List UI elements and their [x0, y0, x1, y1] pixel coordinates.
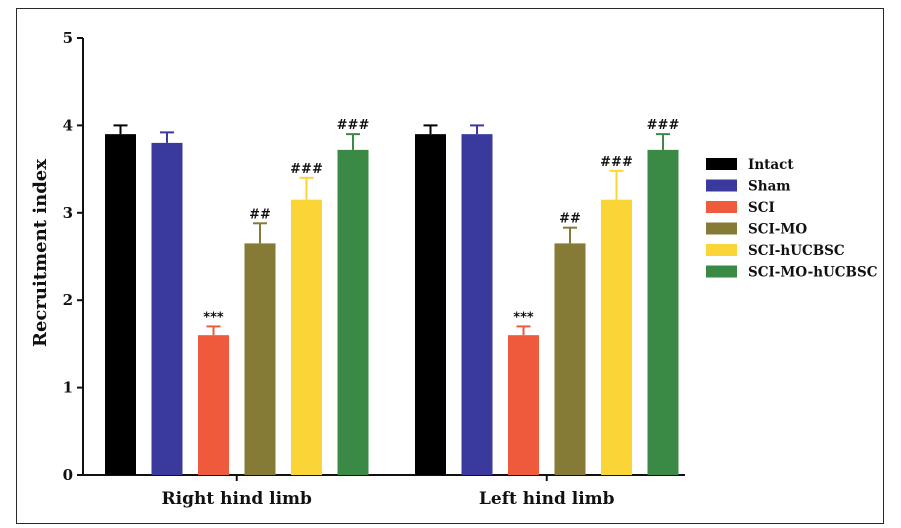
significance-marker: ***: [203, 310, 224, 325]
legend-swatch: [706, 222, 737, 235]
legend-label: SCI-MO-hUCBSC: [748, 265, 878, 281]
bar: [105, 134, 136, 475]
bar: [151, 142, 183, 475]
legend: Intact Sham SCI SCI-MO SCI-hUCBSC SCI-MO-hUCB…: [706, 157, 878, 281]
x-category-label: Right hind limb: [162, 489, 312, 509]
significance-marker: ##: [559, 212, 581, 227]
y-tick-label: 1: [63, 379, 73, 397]
y-axis-label: Recruitment index: [30, 159, 51, 347]
legend-swatch: [706, 201, 737, 213]
legend-label: SCI-hUCBSC: [748, 243, 845, 259]
significance-marker: ###: [290, 162, 323, 177]
significance-marker: ###: [337, 118, 370, 133]
bar: [415, 134, 446, 475]
legend-label: Intact: [748, 157, 794, 173]
bar: [461, 134, 493, 475]
significance-marker: ###: [600, 155, 633, 170]
significance-marker: ##: [249, 207, 271, 222]
legend-swatch: [706, 179, 737, 192]
bar: [554, 243, 586, 475]
bar: [291, 199, 322, 475]
legend-swatch: [706, 265, 737, 278]
legend-label: SCI-MO: [748, 222, 807, 238]
bar: [508, 335, 539, 475]
figure-frame: [16, 8, 884, 524]
significance-marker: ###: [647, 118, 680, 133]
legend-label: SCI: [748, 200, 775, 216]
bar: [244, 243, 276, 475]
legend-swatch: [706, 244, 737, 256]
legend-label: Sham: [748, 179, 791, 195]
bar: [337, 149, 369, 475]
y-tick-label: 0: [63, 466, 73, 484]
legend-swatch: [706, 158, 737, 170]
y-tick-label: 4: [63, 116, 73, 134]
y-tick-label: 5: [63, 29, 73, 47]
axes: 0 1 2 3 4 5 Right hind limb Left hind limb: [63, 29, 685, 509]
significance-marker: ***: [513, 310, 534, 325]
y-tick-label: 3: [63, 204, 73, 222]
x-category-label: Left hind limb: [479, 489, 615, 509]
bar: [601, 199, 632, 475]
bar: [647, 149, 679, 475]
y-tick-label: 2: [63, 291, 73, 309]
bar: [198, 335, 229, 475]
bars: ***########***########: [105, 118, 679, 475]
